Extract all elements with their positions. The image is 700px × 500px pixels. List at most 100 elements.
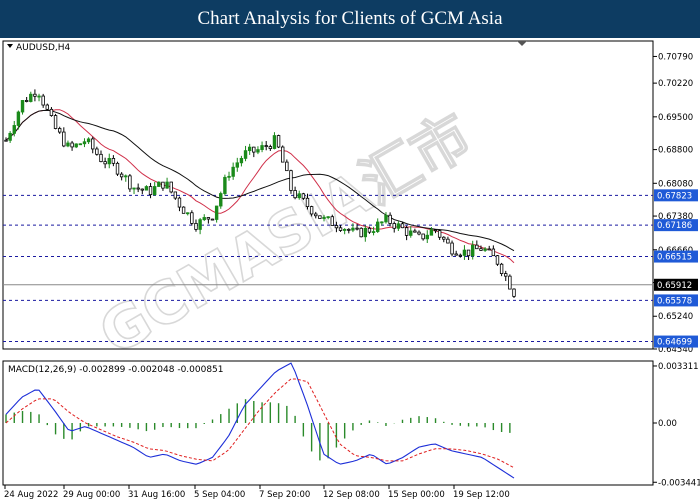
price-tick-label: 0.70220 bbox=[658, 79, 693, 89]
candle-body bbox=[499, 263, 504, 274]
candle-body bbox=[41, 95, 45, 106]
candle-body bbox=[504, 273, 508, 277]
candle-body bbox=[281, 146, 285, 163]
candle-body bbox=[53, 115, 58, 129]
candle-body bbox=[24, 100, 29, 102]
candle-body bbox=[347, 228, 351, 231]
candle-body bbox=[74, 143, 78, 148]
price-tick-label: 0.70790 bbox=[658, 52, 693, 62]
candle-body bbox=[247, 146, 252, 152]
x-axis-label: 19 Sep 12:00 bbox=[453, 490, 510, 500]
candle-body bbox=[289, 170, 293, 191]
candle-body bbox=[272, 135, 277, 149]
level-tag bbox=[654, 294, 698, 307]
chart-area[interactable]: GCMASIA汇市 0.707900.702200.695000.688000.… bbox=[0, 38, 700, 500]
candle-body bbox=[8, 132, 12, 141]
candle-body bbox=[128, 175, 132, 190]
price-tick-label: 0.68080 bbox=[658, 179, 693, 189]
candle-body bbox=[37, 95, 41, 98]
macd-main-line bbox=[5, 362, 515, 479]
candle-body bbox=[425, 234, 429, 240]
price-tick-label: 0.67380 bbox=[658, 212, 693, 222]
triangle-down-icon[interactable] bbox=[7, 44, 13, 48]
candle-body bbox=[119, 173, 124, 178]
x-axis-label: 12 Sep 08:00 bbox=[323, 490, 380, 500]
candle-body bbox=[314, 213, 318, 217]
candle-body bbox=[305, 197, 310, 207]
candle-body bbox=[206, 217, 211, 220]
candle-body bbox=[442, 236, 446, 240]
candle-body bbox=[458, 254, 463, 257]
candle-body bbox=[421, 233, 425, 240]
candle-body bbox=[78, 143, 83, 146]
level-tag-label: 0.66515 bbox=[657, 253, 692, 263]
candle-body bbox=[86, 138, 91, 143]
candle-body bbox=[210, 218, 215, 221]
candle-body bbox=[169, 181, 173, 193]
candle-body bbox=[351, 227, 355, 231]
candle-body bbox=[136, 187, 140, 190]
candle-body bbox=[140, 188, 144, 191]
x-axis-label: 7 Sep 20:00 bbox=[259, 490, 310, 500]
candle-body bbox=[173, 191, 178, 199]
candle-body bbox=[82, 141, 87, 145]
level-tag-label: 0.64699 bbox=[657, 338, 692, 348]
candle-body bbox=[235, 162, 239, 168]
candle-body bbox=[355, 227, 359, 230]
candle-body bbox=[268, 146, 273, 149]
candle-body bbox=[219, 193, 223, 207]
level-tag bbox=[654, 335, 698, 348]
candle-body bbox=[111, 158, 116, 164]
candle-body bbox=[475, 244, 479, 250]
symbol-label: AUDUSD,H4 bbox=[16, 43, 71, 53]
candle-body bbox=[252, 146, 256, 153]
candle-body bbox=[396, 223, 401, 229]
banner-title: Chart Analysis for Clients of GCM Asia bbox=[0, 0, 700, 38]
candle-body bbox=[479, 248, 483, 251]
candle-body bbox=[70, 142, 74, 148]
candle-body bbox=[429, 229, 434, 236]
candle-body bbox=[376, 221, 380, 232]
candle-body bbox=[227, 175, 231, 178]
price-tick-label: 0.68800 bbox=[658, 146, 693, 156]
price-tick-label: 0.69500 bbox=[658, 113, 693, 123]
candles bbox=[4, 89, 516, 299]
candle-body bbox=[380, 221, 384, 224]
candle-body bbox=[276, 135, 281, 148]
candle-body bbox=[392, 223, 396, 229]
candle-body bbox=[466, 249, 471, 257]
candle-body bbox=[12, 125, 16, 134]
macd-signal-line bbox=[5, 378, 515, 469]
candle-body bbox=[91, 138, 95, 150]
macd-tick-label: 0.00 bbox=[658, 419, 677, 429]
macd-label: MACD(12,26,9) -0.002899 -0.002048 -0.000… bbox=[8, 365, 224, 375]
candle-body bbox=[264, 145, 268, 147]
candle-body bbox=[57, 128, 62, 133]
candle-body bbox=[384, 214, 388, 223]
candle-body bbox=[371, 231, 376, 233]
candle-body bbox=[223, 176, 227, 194]
candle-body bbox=[181, 206, 186, 214]
candle-body bbox=[400, 223, 405, 229]
ma-slow-line bbox=[5, 109, 515, 252]
macd-tick-label: 0.003311 bbox=[658, 362, 699, 372]
candle-body bbox=[462, 249, 467, 256]
candle-body bbox=[437, 230, 442, 238]
candle-body bbox=[4, 139, 8, 142]
candle-body bbox=[483, 248, 487, 251]
x-axis-label: 31 Aug 16:00 bbox=[128, 490, 185, 500]
macd-tick-label: -0.003441 bbox=[658, 478, 700, 488]
candle-body bbox=[359, 227, 363, 238]
candle-body bbox=[194, 223, 198, 230]
candle-body bbox=[62, 131, 66, 147]
candle-body bbox=[363, 227, 368, 238]
candle-body bbox=[95, 148, 99, 155]
candle-body bbox=[107, 158, 111, 165]
candle-body bbox=[512, 288, 516, 297]
candle-body bbox=[454, 253, 458, 256]
candle-body bbox=[66, 142, 70, 147]
candle-body bbox=[99, 153, 103, 163]
chart-shift-icon[interactable] bbox=[517, 41, 527, 46]
candle-body bbox=[177, 197, 182, 208]
candle-body bbox=[256, 149, 260, 153]
